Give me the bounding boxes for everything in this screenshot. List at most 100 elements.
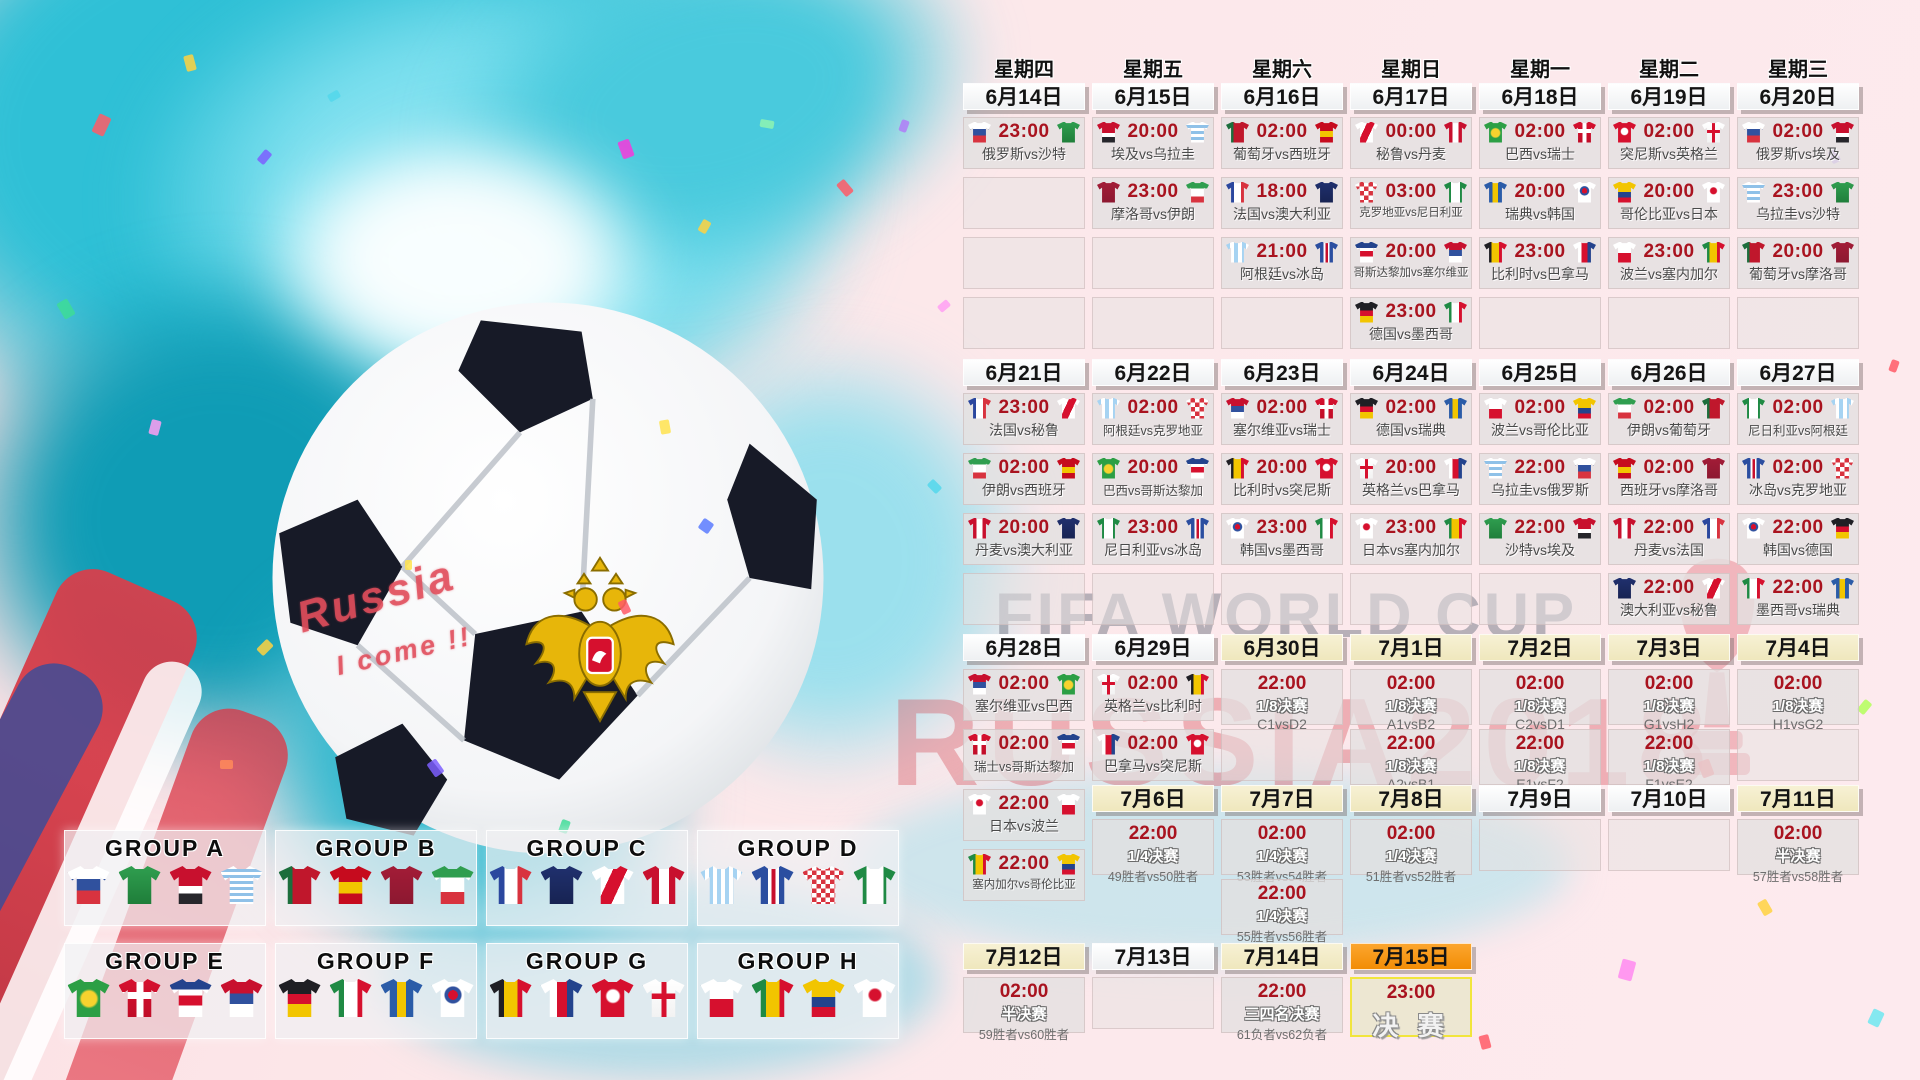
away-jersey-icon (1830, 121, 1854, 143)
match-time: 22:00 (998, 853, 1050, 874)
team-jersey-icon (220, 979, 263, 1017)
match-cell-top: 20:00 (964, 514, 1084, 539)
match-cell-top: 02:00 (1738, 394, 1858, 419)
stage-label: 1/4决赛 (1256, 848, 1308, 865)
away-jersey-icon (1572, 181, 1596, 203)
match-time: 23:00 (1514, 241, 1566, 262)
confetti-piece (936, 299, 952, 313)
home-jersey-icon (968, 397, 991, 419)
date-box: 6月28日 (963, 634, 1085, 661)
home-jersey-icon (1613, 517, 1636, 539)
empty-cell (1479, 297, 1601, 349)
empty-cell (1221, 297, 1343, 349)
match-cell: 02:00 突尼斯vs英格兰 (1608, 117, 1730, 169)
home-jersey-icon (1613, 181, 1636, 203)
home-jersey-icon (1226, 517, 1249, 539)
match-name: 俄罗斯vs沙特 (982, 146, 1066, 162)
away-jersey-icon (1056, 517, 1080, 539)
away-jersey-icon (1056, 853, 1080, 875)
weekday-label: 星期一 (1510, 59, 1570, 81)
match-cell-top: 23:00 (964, 394, 1084, 419)
away-jersey-icon (1701, 241, 1725, 263)
match-cell: 23:00 摩洛哥vs伊朗 (1092, 177, 1214, 229)
match-name: 伊朗vs葡萄牙 (1627, 422, 1711, 438)
home-jersey-icon (1613, 241, 1636, 263)
date-box: 6月24日 (1350, 359, 1472, 386)
home-jersey-icon (968, 457, 991, 479)
home-jersey-icon (968, 793, 991, 815)
match-cell: 02:00 西班牙vs摩洛哥 (1608, 453, 1730, 505)
match-name: 韩国vs德国 (1763, 542, 1833, 558)
match-cell-top: 20:00 (1480, 178, 1600, 203)
match-name: 俄罗斯vs埃及 (1756, 146, 1840, 162)
away-jersey-icon (1185, 121, 1209, 143)
home-jersey-icon (1097, 397, 1120, 419)
match-cell: 02:00 俄罗斯vs埃及 (1737, 117, 1859, 169)
group-label: GROUP C (526, 835, 648, 861)
date-box: 7月1日 (1350, 634, 1472, 661)
match-time: 18:00 (1256, 181, 1308, 202)
date-box: 7月13日 (1092, 943, 1214, 970)
match-name: 尼日利亚vs阿根廷 (1747, 424, 1848, 438)
match-cell: 22:00 日本vs波兰 (963, 789, 1085, 841)
home-jersey-icon (1742, 577, 1765, 599)
match-cell-top: 22:00 (1738, 574, 1858, 599)
match-name: 日本vs塞内加尔 (1362, 542, 1460, 558)
home-jersey-icon (968, 733, 991, 755)
match-name: 丹麦vs法国 (1634, 542, 1704, 558)
date-box: 7月2日 (1479, 634, 1601, 661)
confetti-piece (1617, 958, 1637, 982)
match-time: 22:00 (1128, 823, 1178, 844)
empty-cell (963, 177, 1085, 229)
group-label: GROUP D (737, 835, 859, 861)
empty-cell (963, 297, 1085, 349)
match-time: 20:00 (998, 517, 1050, 538)
date-box: 7月3日 (1608, 634, 1730, 661)
weekday-label: 星期六 (1252, 59, 1312, 81)
team-jersey-icon (642, 979, 685, 1017)
match-cell: 22:00 沙特vs埃及 (1479, 513, 1601, 565)
away-jersey-icon (1572, 121, 1596, 143)
final-cell: 23:00 决 赛 (1350, 977, 1472, 1041)
confetti-piece (1756, 898, 1774, 917)
date-box: 6月27日 (1737, 359, 1859, 386)
match-time: 23:00 (1127, 181, 1179, 202)
home-jersey-icon (1226, 397, 1249, 419)
group-box: GROUP B (275, 830, 477, 926)
date-box: 6月16日 (1221, 83, 1343, 110)
match-name: 丹麦vs澳大利亚 (975, 542, 1073, 558)
date-box: 6月17日 (1350, 83, 1472, 110)
match-cell: 22:00 丹麦vs法国 (1608, 513, 1730, 565)
away-jersey-icon (1314, 397, 1338, 419)
confetti-piece (405, 560, 412, 570)
away-jersey-icon (1443, 301, 1467, 323)
group-jerseys-row (276, 979, 476, 1017)
match-time: 22:00 (1514, 517, 1566, 538)
team-jersey-icon (220, 866, 263, 904)
team-jersey-icon (118, 866, 161, 904)
match-time: 02:00 (1256, 397, 1308, 418)
group-label: GROUP B (315, 835, 437, 861)
match-name: 塞内加尔vs哥伦比亚 (972, 879, 1076, 891)
match-cell: 02:00 尼日利亚vs阿根廷 (1737, 393, 1859, 445)
match-cell: 23:00 尼日利亚vs冰岛 (1092, 513, 1214, 565)
match-cell-top: 20:00 (1222, 454, 1342, 479)
home-jersey-icon (1742, 517, 1765, 539)
match-time: 20:00 (1256, 457, 1308, 478)
stage-label: 1/8决赛 (1643, 758, 1695, 775)
match-cell-top: 02:00 (1351, 394, 1471, 419)
match-cell-top: 22:00 (1609, 514, 1729, 539)
match-name: 埃及vs乌拉圭 (1111, 146, 1195, 162)
match-cell-top: 22:00 (964, 790, 1084, 815)
home-jersey-icon (1742, 397, 1765, 419)
home-jersey-icon (1097, 181, 1120, 203)
match-cell: 02:00 巴西vs瑞士 (1479, 117, 1601, 169)
away-jersey-icon (1314, 241, 1338, 263)
match-cell: 03:00 克罗地亚vs尼日利亚 (1350, 177, 1472, 229)
match-cell: 21:00 阿根廷vs冰岛 (1221, 237, 1343, 289)
pair-label: A1vsB2 (1386, 716, 1436, 732)
group-box: GROUP F (275, 943, 477, 1039)
match-name: 摩洛哥vs伊朗 (1111, 206, 1195, 222)
date-box: 6月19日 (1608, 83, 1730, 110)
match-cell: 22:00 乌拉圭vs俄罗斯 (1479, 453, 1601, 505)
